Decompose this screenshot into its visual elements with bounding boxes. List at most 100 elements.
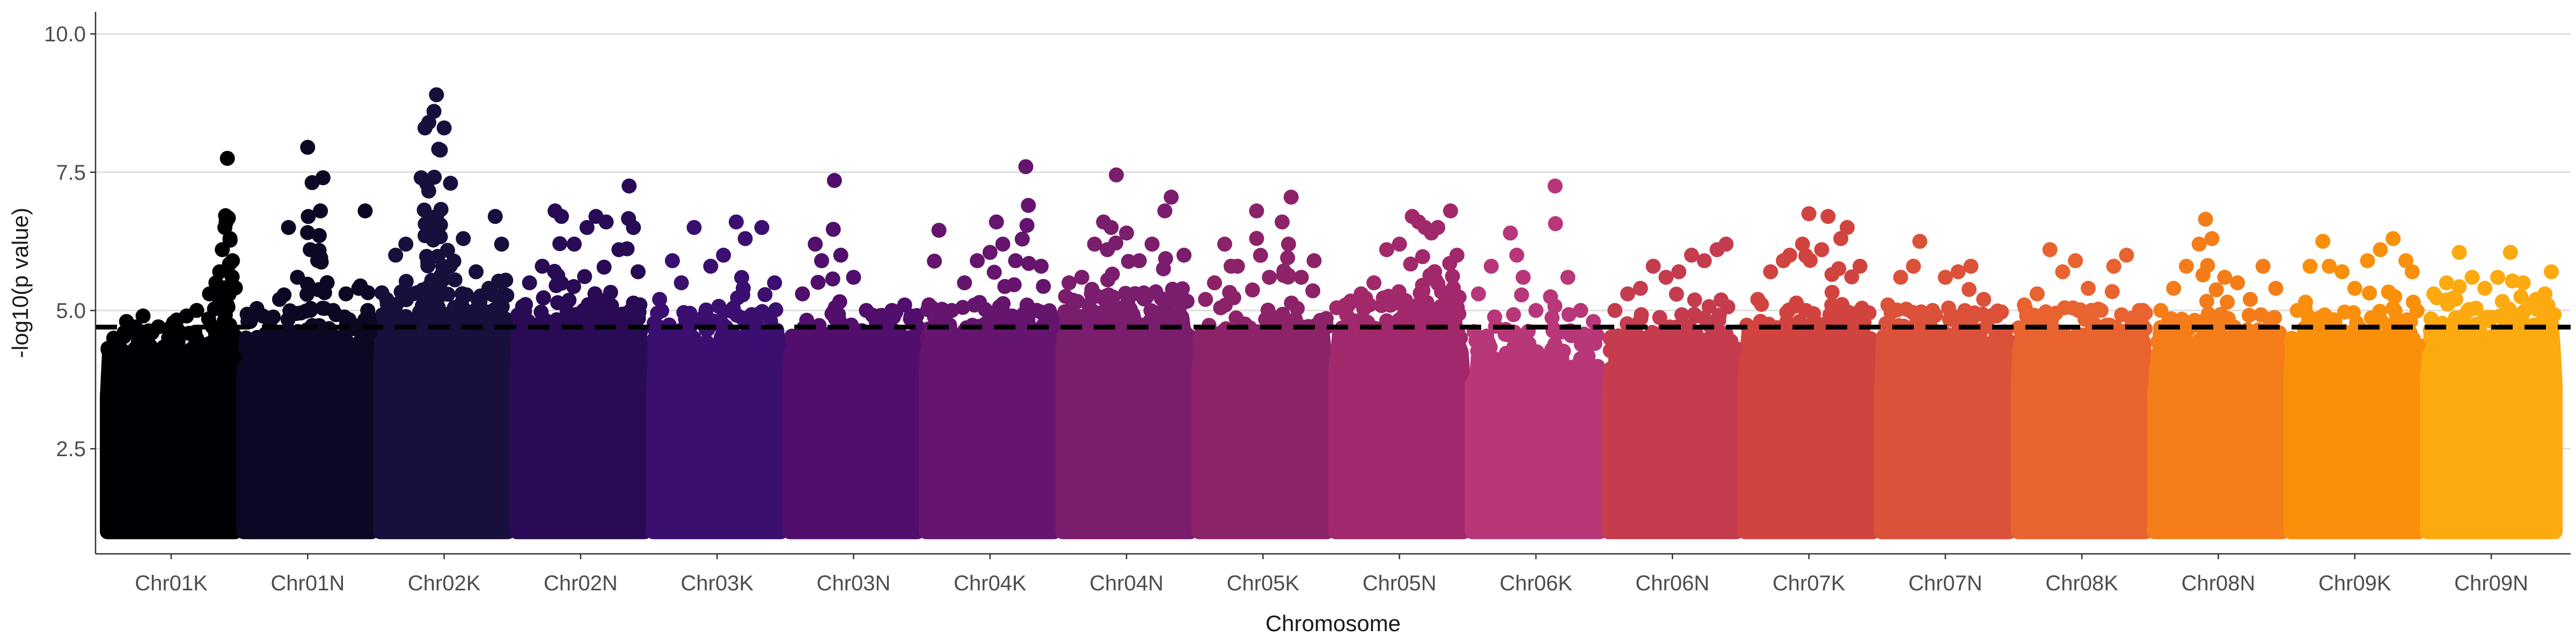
- snp-bulk-Chr02N: [509, 312, 652, 539]
- x-tick-label: Chr04K: [954, 572, 1027, 595]
- snp-peak: [535, 259, 550, 274]
- snp-peak: [1198, 291, 1213, 307]
- snp-point: [1514, 287, 1529, 303]
- snp-bulk-Chr03K: [646, 324, 789, 539]
- snp-point: [2001, 334, 2017, 349]
- snp-point: [870, 326, 885, 341]
- snp-peak: [2385, 231, 2401, 246]
- snp-point: [2387, 303, 2403, 319]
- snp-point: [2208, 282, 2224, 297]
- snp-peak: [2230, 275, 2245, 290]
- snp-point: [1609, 345, 1625, 360]
- snp-peak: [1341, 297, 1356, 313]
- snp-point: [1561, 307, 1577, 323]
- snp-point: [2153, 326, 2168, 341]
- snp-point: [1280, 317, 1296, 333]
- snp-point: [1104, 266, 1120, 282]
- snp-peak: [522, 275, 537, 290]
- snp-point: [1095, 309, 1110, 325]
- snp-point: [707, 340, 723, 355]
- x-tick-label: Chr03K: [680, 572, 753, 595]
- snp-point: [1569, 358, 1585, 374]
- snp-point: [225, 334, 240, 349]
- x-tick-label: Chr02K: [408, 572, 481, 595]
- snp-point: [220, 299, 236, 315]
- snp-point: [1118, 318, 1134, 334]
- snp-point: [2267, 339, 2282, 355]
- snp-point: [1280, 269, 1296, 285]
- snp-peak: [2204, 231, 2220, 246]
- snp-bulk-Chr06K: [1465, 346, 1607, 539]
- snp-peak: [1509, 247, 1525, 263]
- snp-peak: [631, 264, 646, 280]
- snp-point: [1104, 296, 1119, 312]
- snp-point: [1434, 284, 1449, 299]
- snp-peak: [426, 104, 442, 119]
- snp-point: [498, 311, 514, 327]
- snp-bulk-Chr07N: [1874, 323, 2017, 539]
- snp-point: [2038, 328, 2053, 343]
- snp-peak: [1795, 236, 1810, 252]
- snp-point: [1021, 255, 1037, 271]
- snp-peak: [1782, 247, 1797, 263]
- snp-point: [812, 330, 828, 345]
- snp-point: [2179, 346, 2195, 362]
- snp-point: [2012, 336, 2028, 352]
- snp-peak: [872, 308, 887, 324]
- x-tick-label: Chr02N: [544, 572, 618, 595]
- y-tick-label: 7.5: [56, 161, 86, 185]
- snp-peak: [1207, 275, 1222, 290]
- snp-peak: [2119, 247, 2134, 263]
- snp-peak: [567, 236, 582, 252]
- snp-point: [2325, 312, 2341, 327]
- snp-peak: [1109, 167, 1124, 182]
- snp-point: [972, 295, 987, 310]
- snp-peak: [1950, 264, 1966, 280]
- x-tick-label: Chr07K: [1773, 572, 1846, 595]
- snp-point: [1175, 295, 1191, 311]
- x-tick-label: Chr08N: [2182, 572, 2256, 595]
- x-tick-label: Chr07N: [1908, 572, 1982, 595]
- snp-point: [1413, 286, 1428, 301]
- snp-peak: [884, 303, 899, 318]
- snp-point: [300, 225, 316, 240]
- snp-peak: [1573, 303, 1589, 318]
- snp-peak: [833, 247, 848, 263]
- snp-point: [550, 295, 566, 310]
- snp-point: [446, 253, 462, 269]
- snp-peak: [1528, 303, 1543, 318]
- snp-point: [2405, 295, 2421, 310]
- y-tick-label: 2.5: [56, 437, 86, 461]
- snp-peak: [1087, 236, 1102, 252]
- x-tick-label: Chr09K: [2318, 572, 2391, 595]
- snp-peak: [2081, 281, 2096, 296]
- snp-point: [145, 353, 161, 368]
- snp-peak: [1443, 203, 1458, 218]
- snp-point: [2200, 258, 2215, 273]
- snp-point: [1582, 357, 1598, 372]
- snp-peak: [598, 214, 614, 230]
- snp-point: [2298, 295, 2313, 310]
- snp-peak: [2347, 281, 2362, 296]
- snp-point: [621, 211, 636, 226]
- snp-peak: [1470, 286, 1486, 302]
- snp-point: [2513, 289, 2529, 304]
- snp-peak: [1483, 259, 1499, 274]
- snp-point: [1165, 310, 1180, 325]
- snp-peak: [1937, 269, 1953, 285]
- snp-point: [1106, 308, 1122, 324]
- snp-points-layer: [100, 87, 2562, 378]
- snp-point: [1305, 283, 1321, 298]
- snp-point: [1720, 299, 1736, 314]
- snp-peak: [2322, 259, 2337, 274]
- snp-point: [2220, 295, 2235, 310]
- snp-bulk-Chr08K: [2010, 324, 2154, 539]
- snp-peak: [754, 219, 770, 235]
- snp-peak: [957, 275, 972, 290]
- snp-point: [757, 287, 773, 302]
- snp-peak: [1230, 259, 1245, 274]
- snp-point: [1587, 336, 1602, 351]
- snp-point: [810, 275, 826, 290]
- snp-peak: [1893, 269, 1908, 285]
- snp-peak: [1119, 225, 1135, 241]
